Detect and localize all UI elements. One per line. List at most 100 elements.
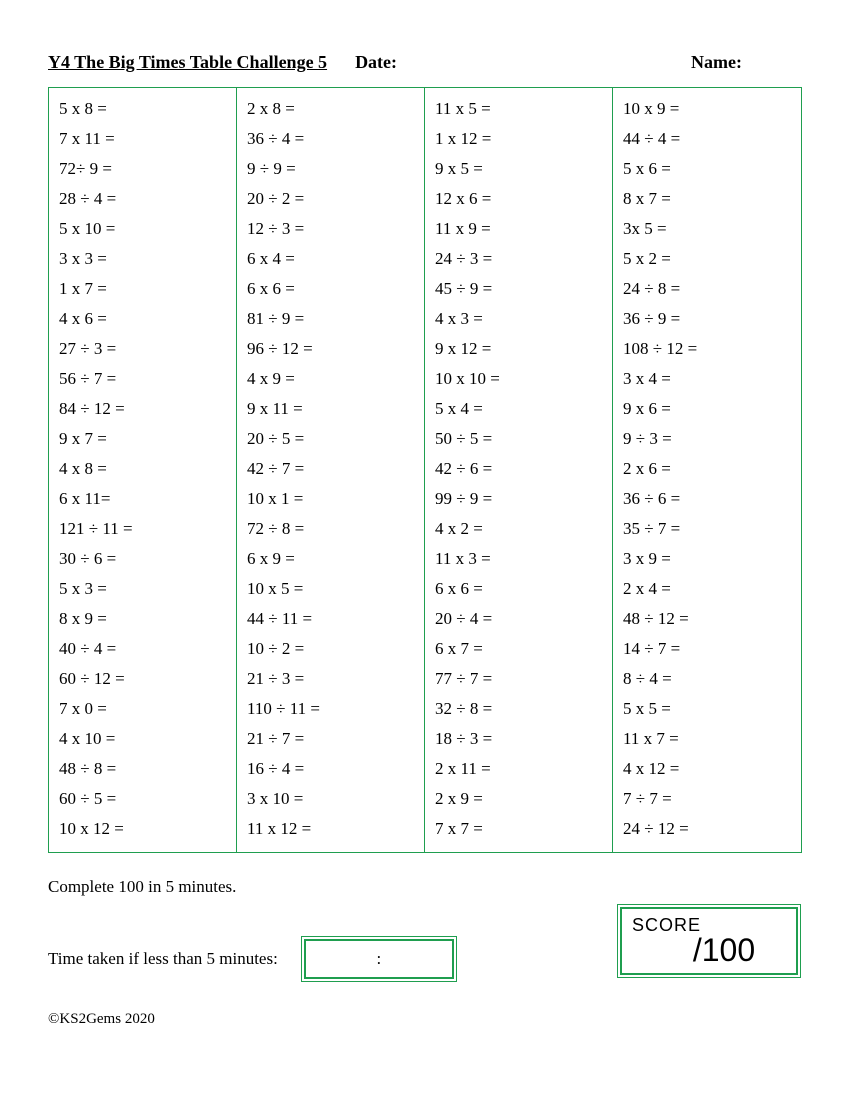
time-input-box[interactable]: : (304, 939, 454, 979)
problem-cell: 24 ÷ 12 = (623, 814, 791, 844)
problem-cell: 36 ÷ 6 = (623, 484, 791, 514)
problem-cell: 110 ÷ 11 = (247, 694, 414, 724)
problem-cell: 121 ÷ 11 = (59, 514, 226, 544)
problem-cell: 11 x 12 = (247, 814, 414, 844)
date-label: Date: (355, 52, 397, 73)
problem-cell: 7 x 11 = (59, 124, 226, 154)
problem-cell: 1 x 12 = (435, 124, 602, 154)
problem-cell: 4 x 6 = (59, 304, 226, 334)
problem-cell: 21 ÷ 3 = (247, 664, 414, 694)
time-placeholder: : (376, 949, 381, 969)
problem-cell: 60 ÷ 5 = (59, 784, 226, 814)
problem-cell: 11 x 5 = (435, 94, 602, 124)
problem-cell: 6 x 4 = (247, 244, 414, 274)
problem-cell: 36 ÷ 9 = (623, 304, 791, 334)
problem-cell: 6 x 9 = (247, 544, 414, 574)
problem-cell: 20 ÷ 4 = (435, 604, 602, 634)
problem-cell: 21 ÷ 7 = (247, 724, 414, 754)
problem-cell: 50 ÷ 5 = (435, 424, 602, 454)
problem-cell: 2 x 8 = (247, 94, 414, 124)
problem-cell: 77 ÷ 7 = (435, 664, 602, 694)
problem-cell: 72 ÷ 8 = (247, 514, 414, 544)
problem-cell: 5 x 3 = (59, 574, 226, 604)
problem-cell: 42 ÷ 7 = (247, 454, 414, 484)
problem-cell: 6 x 6 = (435, 574, 602, 604)
problem-cell: 4 x 8 = (59, 454, 226, 484)
copyright-text: ©KS2Gems 2020 (48, 1011, 802, 1028)
problem-cell: 11 x 9 = (435, 214, 602, 244)
problems-table: 5 x 8 =7 x 11 =72÷ 9 =28 ÷ 4 =5 x 10 =3 … (48, 87, 802, 853)
problem-cell: 11 x 7 = (623, 724, 791, 754)
problem-cell: 84 ÷ 12 = (59, 394, 226, 424)
problem-cell: 8 ÷ 4 = (623, 664, 791, 694)
problem-cell: 5 x 6 = (623, 154, 791, 184)
problem-cell: 5 x 2 = (623, 244, 791, 274)
problem-cell: 24 ÷ 3 = (435, 244, 602, 274)
problem-cell: 10 ÷ 2 = (247, 634, 414, 664)
problem-cell: 96 ÷ 12 = (247, 334, 414, 364)
problem-cell: 28 ÷ 4 = (59, 184, 226, 214)
column-1: 5 x 8 =7 x 11 =72÷ 9 =28 ÷ 4 =5 x 10 =3 … (49, 88, 237, 852)
problem-cell: 6 x 6 = (247, 274, 414, 304)
problem-cell: 9 ÷ 3 = (623, 424, 791, 454)
problem-cell: 12 x 6 = (435, 184, 602, 214)
problem-cell: 6 x 11= (59, 484, 226, 514)
problem-cell: 14 ÷ 7 = (623, 634, 791, 664)
problem-cell: 10 x 12 = (59, 814, 226, 844)
problem-cell: 12 ÷ 3 = (247, 214, 414, 244)
problem-cell: 9 x 5 = (435, 154, 602, 184)
problem-cell: 4 x 12 = (623, 754, 791, 784)
problem-cell: 4 x 3 = (435, 304, 602, 334)
problem-cell: 30 ÷ 6 = (59, 544, 226, 574)
problem-cell: 20 ÷ 5 = (247, 424, 414, 454)
problem-cell: 56 ÷ 7 = (59, 364, 226, 394)
problem-cell: 72÷ 9 = (59, 154, 226, 184)
problem-cell: 2 x 4 = (623, 574, 791, 604)
problem-cell: 108 ÷ 12 = (623, 334, 791, 364)
problem-cell: 9 x 6 = (623, 394, 791, 424)
problem-cell: 5 x 8 = (59, 94, 226, 124)
problem-cell: 10 x 9 = (623, 94, 791, 124)
problem-cell: 10 x 10 = (435, 364, 602, 394)
problem-cell: 24 ÷ 8 = (623, 274, 791, 304)
problem-cell: 4 x 9 = (247, 364, 414, 394)
problem-cell: 6 x 7 = (435, 634, 602, 664)
problem-cell: 16 ÷ 4 = (247, 754, 414, 784)
problem-cell: 8 x 7 = (623, 184, 791, 214)
problem-cell: 20 ÷ 2 = (247, 184, 414, 214)
problem-cell: 4 x 2 = (435, 514, 602, 544)
problem-cell: 35 ÷ 7 = (623, 514, 791, 544)
problem-cell: 7 x 0 = (59, 694, 226, 724)
problem-cell: 36 ÷ 4 = (247, 124, 414, 154)
problem-cell: 40 ÷ 4 = (59, 634, 226, 664)
problem-cell: 44 ÷ 11 = (247, 604, 414, 634)
problem-cell: 4 x 10 = (59, 724, 226, 754)
column-2: 2 x 8 =36 ÷ 4 =9 ÷ 9 =20 ÷ 2 =12 ÷ 3 =6 … (237, 88, 425, 852)
problem-cell: 42 ÷ 6 = (435, 454, 602, 484)
column-3: 11 x 5 =1 x 12 =9 x 5 =12 x 6 =11 x 9 =2… (425, 88, 613, 852)
problem-cell: 10 x 5 = (247, 574, 414, 604)
problem-cell: 9 ÷ 9 = (247, 154, 414, 184)
problem-cell: 5 x 4 = (435, 394, 602, 424)
problem-cell: 3 x 3 = (59, 244, 226, 274)
problem-cell: 60 ÷ 12 = (59, 664, 226, 694)
problem-cell: 81 ÷ 9 = (247, 304, 414, 334)
problem-cell: 5 x 5 = (623, 694, 791, 724)
problem-cell: 9 x 11 = (247, 394, 414, 424)
worksheet-header: Y4 The Big Times Table Challenge 5 Date:… (48, 52, 802, 73)
name-label: Name: (691, 52, 742, 73)
problem-cell: 2 x 6 = (623, 454, 791, 484)
column-4: 10 x 9 =44 ÷ 4 =5 x 6 =8 x 7 =3x 5 =5 x … (613, 88, 801, 852)
worksheet-footer: Complete 100 in 5 minutes. Time taken if… (48, 877, 802, 1028)
instruction-complete: Complete 100 in 5 minutes. (48, 877, 802, 897)
instruction-time: Time taken if less than 5 minutes: (48, 949, 278, 969)
problem-cell: 48 ÷ 8 = (59, 754, 226, 784)
problem-cell: 3 x 4 = (623, 364, 791, 394)
problem-cell: 27 ÷ 3 = (59, 334, 226, 364)
problem-cell: 7 x 7 = (435, 814, 602, 844)
problem-cell: 18 ÷ 3 = (435, 724, 602, 754)
problem-cell: 9 x 7 = (59, 424, 226, 454)
problem-cell: 3 x 10 = (247, 784, 414, 814)
problem-cell: 10 x 1 = (247, 484, 414, 514)
problem-cell: 8 x 9 = (59, 604, 226, 634)
